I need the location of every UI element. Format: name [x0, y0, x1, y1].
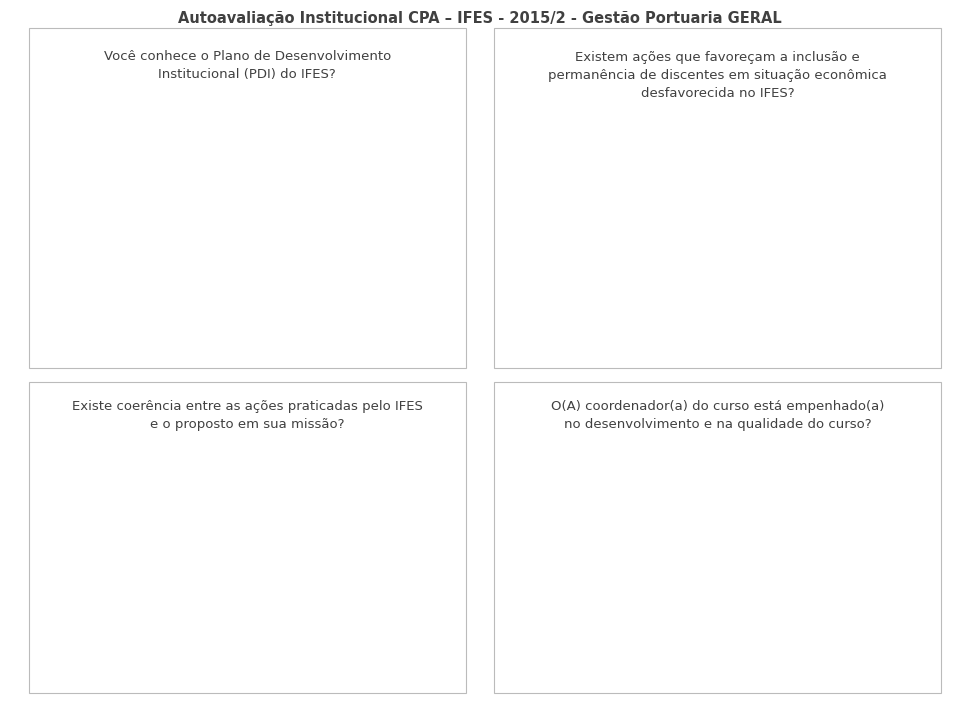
Bar	[414, 648, 444, 653]
Bar	[602, 191, 634, 324]
Bar	[301, 481, 332, 653]
Bar	[888, 320, 919, 324]
Bar	[190, 648, 221, 653]
Bar	[716, 650, 748, 653]
Bar	[358, 648, 389, 653]
Bar	[545, 477, 577, 653]
Text: Existe coerência entre as ações praticadas pelo IFES
e o proposto em sua missão?: Existe coerência entre as ações praticad…	[72, 400, 422, 431]
Bar	[246, 321, 276, 324]
Bar	[79, 321, 109, 324]
Bar	[190, 321, 221, 324]
Bar	[134, 481, 165, 653]
Text: Autoavaliação Institucional CPA – IFES - 2015/2 - Gestão Portuaria GERAL: Autoavaliação Institucional CPA – IFES -…	[179, 11, 781, 26]
Bar	[716, 320, 748, 324]
Bar	[301, 321, 332, 324]
Bar	[602, 593, 634, 653]
Bar	[660, 320, 691, 324]
Bar	[79, 648, 109, 653]
Text: O(A) coordenador(a) do curso está empenhado(a)
no desenvolvimento e na qualidade: O(A) coordenador(a) do curso está empenh…	[551, 400, 884, 431]
Bar	[888, 650, 919, 653]
Bar	[246, 648, 276, 653]
Text: Existem ações que favoreçam a inclusão e
permanência de discentes em situação ec: Existem ações que favoreçam a inclusão e…	[548, 52, 887, 100]
Bar	[358, 286, 389, 324]
Bar	[545, 291, 577, 324]
Bar	[134, 321, 165, 324]
Text: Você conhece o Plano de Desenvolvimento
Institucional (PDI) do IFES?: Você conhece o Plano de Desenvolvimento …	[104, 50, 391, 81]
Bar	[414, 139, 444, 324]
Bar	[830, 650, 862, 653]
Bar	[774, 154, 804, 324]
Bar	[660, 650, 691, 653]
Bar	[830, 320, 862, 324]
Bar	[774, 650, 804, 653]
